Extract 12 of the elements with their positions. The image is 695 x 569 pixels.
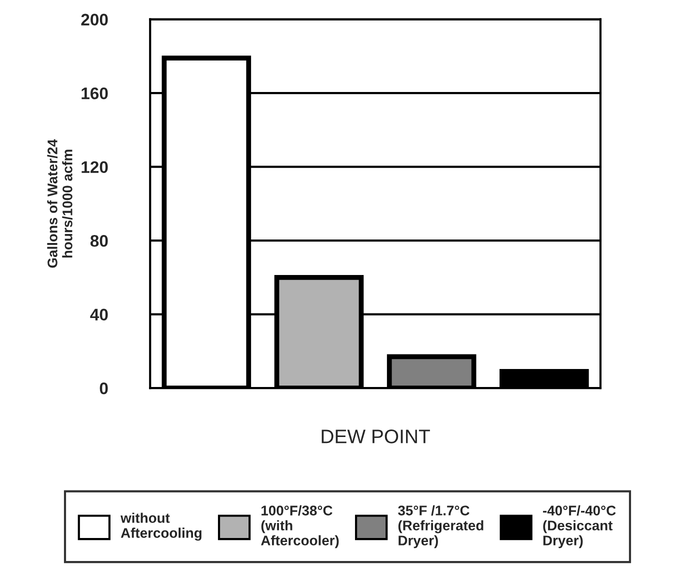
- y-tick-label: 200: [81, 14, 108, 26]
- y-tick-label: 0: [100, 382, 108, 394]
- y-tick-label: 80: [90, 234, 108, 247]
- legend-label: 100°F/38°C (with Aftercooler): [261, 505, 339, 548]
- y-axis-title: Gallons of Water/24 hours/1000 acfm: [47, 139, 72, 268]
- x-axis-title: DEW POINT: [322, 430, 430, 444]
- y-tick-label: 160: [82, 87, 108, 100]
- legend-label: 35°F /1.7°C (Refrigerated Dryer): [398, 505, 484, 548]
- y-tick-label: 120: [82, 161, 108, 174]
- y-tick-label: 40: [90, 308, 108, 321]
- legend-label: -40°F/-40°C (Desiccant Dryer): [543, 505, 616, 548]
- legend-label: without Aftercooling: [120, 512, 202, 541]
